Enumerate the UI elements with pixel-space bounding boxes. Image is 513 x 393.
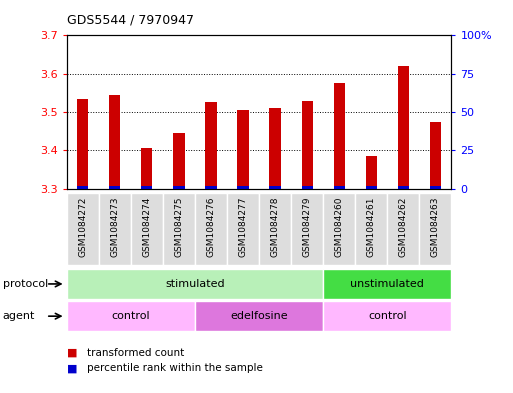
Bar xyxy=(420,193,451,265)
Text: GDS5544 / 7970947: GDS5544 / 7970947 xyxy=(67,14,194,27)
Text: percentile rank within the sample: percentile rank within the sample xyxy=(87,363,263,373)
Bar xyxy=(141,186,152,189)
Text: GSM1084275: GSM1084275 xyxy=(174,196,184,257)
Bar xyxy=(269,186,281,189)
Bar xyxy=(173,186,185,189)
Bar xyxy=(323,269,451,299)
Text: GSM1084278: GSM1084278 xyxy=(270,196,280,257)
Text: GSM1084273: GSM1084273 xyxy=(110,196,120,257)
Bar xyxy=(333,83,345,189)
Bar xyxy=(205,186,216,189)
Text: control: control xyxy=(368,311,407,321)
Text: GSM1084272: GSM1084272 xyxy=(78,196,87,257)
Bar xyxy=(333,186,345,189)
Bar xyxy=(238,186,249,189)
Text: GSM1084261: GSM1084261 xyxy=(367,196,376,257)
Bar xyxy=(430,186,441,189)
Bar xyxy=(67,301,195,331)
Text: GSM1084260: GSM1084260 xyxy=(334,196,344,257)
Bar xyxy=(227,193,259,265)
Text: GSM1084279: GSM1084279 xyxy=(303,196,312,257)
Bar xyxy=(141,149,152,189)
Bar xyxy=(302,186,313,189)
Bar xyxy=(238,110,249,189)
Text: GSM1084277: GSM1084277 xyxy=(239,196,248,257)
Bar xyxy=(398,66,409,189)
Bar xyxy=(398,186,409,189)
Bar xyxy=(366,156,377,189)
Text: unstimulated: unstimulated xyxy=(350,279,424,289)
Text: protocol: protocol xyxy=(3,279,48,289)
Text: GSM1084274: GSM1084274 xyxy=(142,196,151,257)
Bar xyxy=(67,193,98,265)
Bar xyxy=(195,193,227,265)
Text: ■: ■ xyxy=(67,363,77,373)
Bar xyxy=(323,193,355,265)
Bar xyxy=(387,193,420,265)
Bar xyxy=(302,101,313,189)
Bar xyxy=(205,103,216,189)
Bar xyxy=(109,95,121,189)
Text: GSM1084263: GSM1084263 xyxy=(431,196,440,257)
Text: GSM1084276: GSM1084276 xyxy=(206,196,215,257)
Bar xyxy=(109,186,121,189)
Text: agent: agent xyxy=(3,311,35,321)
Text: control: control xyxy=(111,311,150,321)
Bar xyxy=(131,193,163,265)
Bar xyxy=(98,193,131,265)
Bar xyxy=(430,121,441,189)
Bar xyxy=(323,301,451,331)
Text: transformed count: transformed count xyxy=(87,347,185,358)
Text: ■: ■ xyxy=(67,347,77,358)
Bar xyxy=(259,193,291,265)
Bar xyxy=(269,108,281,189)
Bar xyxy=(173,133,185,189)
Bar xyxy=(355,193,387,265)
Bar xyxy=(366,186,377,189)
Bar xyxy=(291,193,323,265)
Bar xyxy=(77,186,88,189)
Text: GSM1084262: GSM1084262 xyxy=(399,196,408,257)
Bar xyxy=(163,193,195,265)
Bar xyxy=(195,301,323,331)
Bar xyxy=(77,99,88,189)
Bar xyxy=(67,269,323,299)
Text: stimulated: stimulated xyxy=(165,279,225,289)
Text: edelfosine: edelfosine xyxy=(230,311,288,321)
